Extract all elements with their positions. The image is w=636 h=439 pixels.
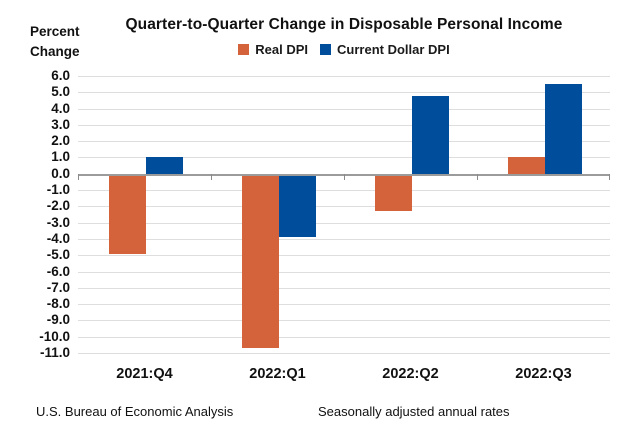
y-axis-tick-label: -4.0 xyxy=(46,230,70,246)
bar-current-dollar-dpi-2022-q2 xyxy=(412,95,449,174)
y-axis-tick-label: 2.0 xyxy=(51,133,70,149)
y-axis-tick-label: 1.0 xyxy=(51,149,70,165)
y-axis-tick-label: 6.0 xyxy=(51,68,70,83)
gridline xyxy=(78,141,610,143)
y-axis-tick-label: -9.0 xyxy=(46,312,70,328)
x-axis-tick xyxy=(78,173,79,180)
legend: Real DPI Current Dollar DPI xyxy=(78,41,610,57)
gridline xyxy=(78,76,610,77)
y-axis-tick-label: -7.0 xyxy=(46,279,70,295)
chart-title: Quarter-to-Quarter Change in Disposable … xyxy=(125,16,563,33)
legend-item: Current Dollar DPI xyxy=(320,42,450,57)
x-axis-label: 2021:Q4 xyxy=(116,366,173,382)
legend-label: Current Dollar DPI xyxy=(337,41,450,57)
y-axis-unit-label: Percent Change xyxy=(30,22,100,62)
orange-square-swatch-icon xyxy=(238,43,250,55)
y-axis-tick-label: 0.0 xyxy=(51,165,70,181)
gridline xyxy=(78,238,610,240)
x-axis-label: 2022:Q2 xyxy=(382,366,439,382)
y-axis-tick-label: -1.0 xyxy=(46,182,70,198)
y-axis-unit-line1: Percent xyxy=(30,24,80,39)
gridline xyxy=(78,353,610,354)
gridline xyxy=(78,157,610,159)
legend-label: Real DPI xyxy=(255,41,309,57)
adjustment-note: Seasonally adjusted annual rates xyxy=(318,404,510,419)
plot-area xyxy=(78,76,610,354)
x-axis-tick xyxy=(609,173,610,180)
x-axis-tick xyxy=(344,173,345,180)
gridline xyxy=(78,124,610,126)
x-axis-tick xyxy=(211,173,212,180)
bar-current-dollar-dpi-2021-q4 xyxy=(146,157,183,174)
bar-current-dollar-dpi-2022-q1 xyxy=(279,173,316,238)
gridline xyxy=(78,271,610,273)
gridline xyxy=(78,304,610,306)
y-axis-tick-label: -6.0 xyxy=(46,263,70,279)
y-axis-tick-label: -5.0 xyxy=(46,247,70,263)
y-axis-unit-line2: Change xyxy=(30,44,80,59)
gridline xyxy=(78,108,610,110)
gridline xyxy=(78,255,610,257)
y-axis-tick-label: -8.0 xyxy=(46,296,70,312)
gridline xyxy=(78,92,610,94)
gridline xyxy=(78,222,610,224)
bar-real-dpi-2022-q3 xyxy=(508,157,545,174)
gridline xyxy=(78,206,610,208)
y-axis-tick-label: 3.0 xyxy=(51,116,70,132)
y-axis-tick-label: 4.0 xyxy=(51,100,70,116)
gridline xyxy=(78,190,610,192)
x-axis-label: 2022:Q1 xyxy=(249,366,306,382)
y-axis-tick-label: -10.0 xyxy=(39,328,70,344)
x-axis-label: 2022:Q3 xyxy=(515,366,572,382)
gridline xyxy=(78,336,610,338)
bar-real-dpi-2022-q1 xyxy=(242,173,279,349)
blue-square-swatch-icon xyxy=(320,43,332,55)
y-axis-tick-label: -2.0 xyxy=(46,198,70,214)
y-axis-tick-label: -11.0 xyxy=(39,345,70,360)
y-axis-tick-label: 5.0 xyxy=(51,84,70,100)
x-axis-tick xyxy=(477,173,478,180)
legend-item: Real DPI xyxy=(238,42,308,57)
gridline xyxy=(78,320,610,322)
source-note: U.S. Bureau of Economic Analysis xyxy=(36,404,234,419)
bar-real-dpi-2022-q2 xyxy=(375,173,412,212)
bar-current-dollar-dpi-2022-q3 xyxy=(545,84,582,174)
y-axis-tick-label: -3.0 xyxy=(46,214,70,230)
gridline xyxy=(78,287,610,289)
bar-real-dpi-2021-q4 xyxy=(109,173,146,254)
